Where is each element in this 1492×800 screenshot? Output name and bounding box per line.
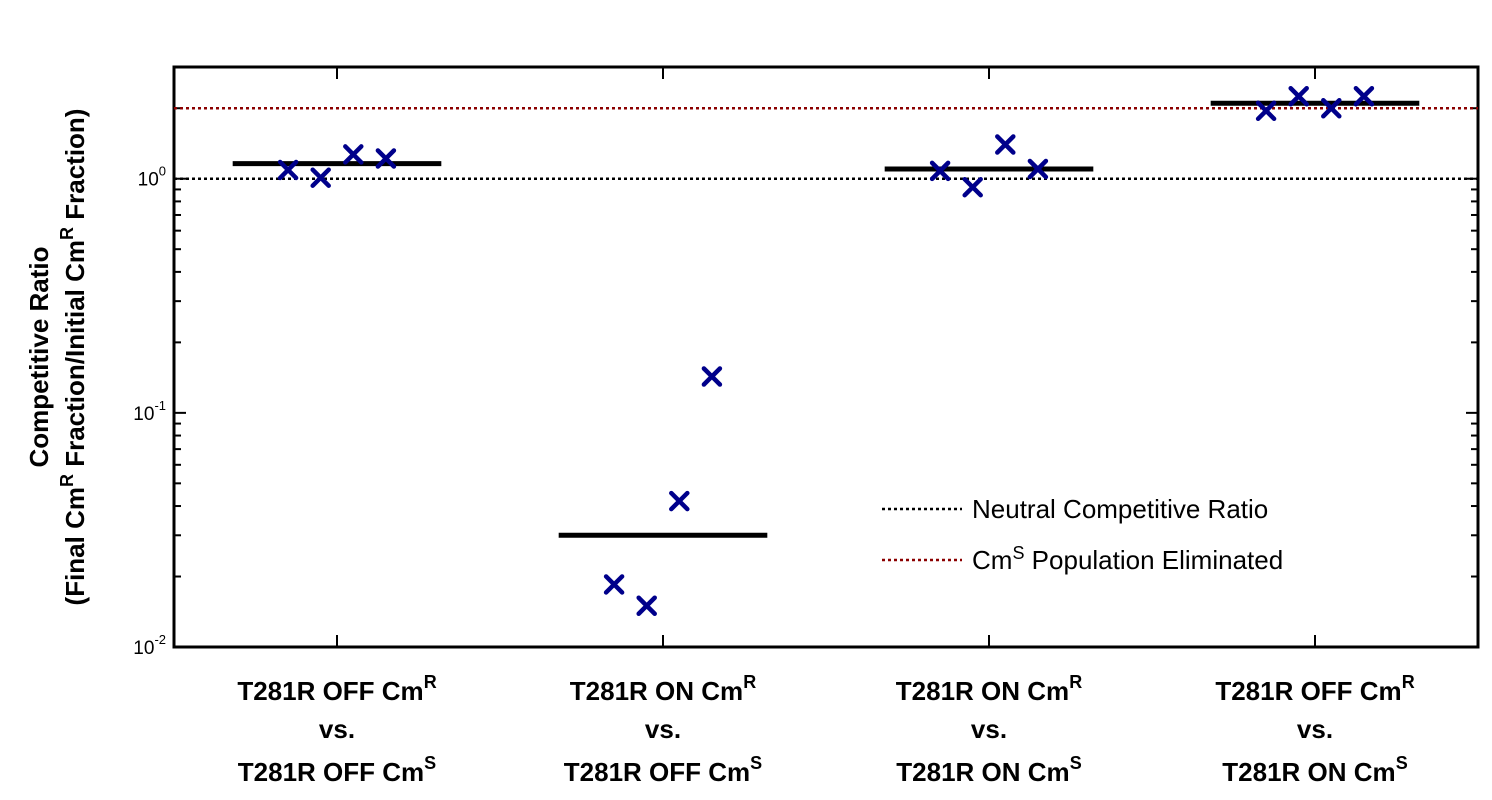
y-label-line2: (Final CmR Fraction/Initial CmR Fraction… bbox=[57, 109, 90, 606]
data-point-stroke bbox=[603, 574, 625, 595]
category-label-line3: T281R OFF CmS bbox=[238, 753, 436, 787]
data-point bbox=[603, 574, 625, 595]
category-label-line1: T281R ON CmR bbox=[570, 672, 756, 706]
data-point bbox=[669, 490, 690, 512]
points-layer bbox=[277, 86, 1375, 617]
y-tick-label: 10-2 bbox=[133, 632, 166, 659]
data-point-stroke bbox=[375, 148, 397, 169]
data-point bbox=[310, 167, 331, 188]
data-point bbox=[995, 134, 1016, 155]
data-point-stroke bbox=[929, 160, 951, 182]
category-label: T281R ON CmR vs. T281R OFF CmS bbox=[564, 672, 762, 787]
y-label-line1: Competitive Ratio bbox=[24, 246, 54, 467]
y-tick-label: 10-1 bbox=[133, 398, 166, 425]
category-label-line2: vs. bbox=[645, 714, 681, 744]
data-point-stroke bbox=[277, 159, 299, 181]
category-label-line1: T281R OFF CmR bbox=[1215, 672, 1414, 706]
data-point bbox=[962, 176, 983, 198]
data-point-stroke bbox=[1027, 158, 1049, 180]
y-tick-text: 100 bbox=[138, 164, 166, 191]
category-label-line2: vs. bbox=[1297, 714, 1333, 744]
data-point bbox=[929, 160, 951, 182]
category-label-line1: T281R OFF CmR bbox=[237, 672, 436, 706]
data-point-stroke bbox=[1321, 97, 1342, 119]
data-point-stroke bbox=[310, 167, 331, 188]
data-point-stroke bbox=[995, 134, 1016, 155]
y-tick-text: 10-2 bbox=[133, 632, 166, 659]
y-axis-label: Competitive Ratio(Final CmR Fraction/Ini… bbox=[24, 109, 90, 606]
data-point bbox=[636, 595, 657, 617]
data-point bbox=[1027, 158, 1049, 180]
data-point bbox=[1288, 86, 1309, 107]
data-point bbox=[1353, 86, 1375, 107]
data-point bbox=[701, 366, 723, 387]
category-label: T281R OFF CmR vs. T281R ON CmS bbox=[1215, 672, 1414, 787]
data-point-stroke bbox=[701, 366, 723, 387]
data-point bbox=[343, 144, 364, 165]
reference-lines-layer bbox=[174, 106, 1478, 180]
data-point bbox=[375, 148, 397, 169]
data-point bbox=[1255, 100, 1277, 122]
data-point-stroke bbox=[962, 176, 983, 198]
category-label-line2: vs. bbox=[971, 714, 1007, 744]
data-point-stroke bbox=[1353, 86, 1375, 107]
category-label-line1: T281R ON CmR bbox=[896, 672, 1082, 706]
category-label-line3: T281R ON CmS bbox=[1222, 753, 1407, 787]
plot-frame bbox=[172, 65, 1480, 649]
category-label-line2: vs. bbox=[319, 714, 355, 744]
data-point-stroke bbox=[636, 595, 657, 617]
y-tick-text: 10-1 bbox=[133, 398, 166, 425]
data-point bbox=[1321, 97, 1342, 119]
category-label: T281R ON CmR vs. T281R ON CmS bbox=[896, 672, 1082, 787]
y-tick-label: 100 bbox=[138, 164, 166, 191]
legend: Neutral Competitive Ratio CmS Population … bbox=[882, 494, 1283, 575]
category-label-line3: T281R OFF CmS bbox=[564, 753, 762, 787]
data-point bbox=[277, 159, 299, 181]
data-point-stroke bbox=[669, 490, 690, 512]
data-point-stroke bbox=[343, 144, 364, 165]
data-point-stroke bbox=[1288, 86, 1309, 107]
category-label-line3: T281R ON CmS bbox=[896, 753, 1081, 787]
legend-label: CmS Population Eliminated bbox=[972, 543, 1283, 575]
category-label: T281R OFF CmR vs. T281R OFF CmS bbox=[237, 672, 436, 787]
legend-label: Neutral Competitive Ratio bbox=[972, 494, 1268, 524]
data-point-stroke bbox=[1255, 100, 1277, 122]
mean-lines-layer bbox=[232, 100, 1420, 538]
